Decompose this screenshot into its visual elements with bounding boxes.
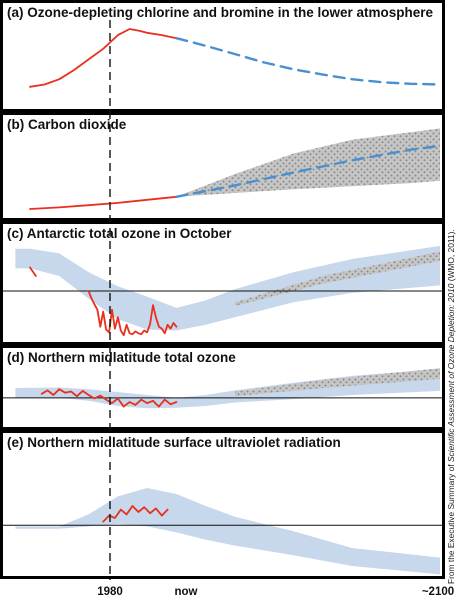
panel-a-series-0-observed: [29, 28, 178, 88]
panel-c-title: (c) Antarctic total ozone in October: [7, 226, 232, 241]
panel-d-series-0-observed: [40, 388, 178, 408]
panel-c-frame: [0, 221, 445, 345]
panel-c-model-range: [15, 245, 441, 331]
panel-e-plot: [3, 488, 442, 575]
panel-b-frame: [0, 112, 445, 221]
panel-b-series-1-projected: [175, 144, 442, 199]
panel-e-series-0-observed: [102, 505, 169, 523]
x-tick-now: now: [175, 586, 198, 598]
panel-c-plot: [3, 245, 442, 337]
panel-d-frame: [0, 345, 445, 430]
panel-c-stippled-range: [235, 251, 440, 306]
panel-a-plot: [29, 28, 442, 88]
panel-a-frame: [0, 0, 445, 112]
panel-b-title: (b) Carbon dioxide: [7, 117, 127, 132]
panel-d-stippled-range: [235, 368, 440, 397]
panel-d-title: (d) Northern midlatitude total ozone: [7, 350, 236, 365]
panel-a-series-1-projected: [175, 37, 442, 86]
panel-b-projection-range: [176, 128, 440, 197]
panel-b-series-0-observed: [29, 195, 178, 210]
source-credit: From the Executive Summary of Scientific…: [446, 229, 456, 584]
panel-c-series-1-observed: [87, 290, 178, 337]
panel-c-series-0-observed: [29, 266, 37, 277]
panel-a-title: (a) Ozone-depleting chlorine and bromine…: [7, 5, 434, 20]
panel-d-model-range: [15, 368, 441, 409]
panel-b-plot: [29, 128, 442, 210]
x-tick-2100: ~2100: [422, 586, 454, 598]
panel-d-plot: [3, 368, 442, 409]
panel-e-model-range: [15, 488, 441, 575]
x-tick-1980: 1980: [97, 586, 123, 598]
panel-e-title: (e) Northern midlatitude surface ultravi…: [7, 435, 341, 450]
panel-e-frame: [0, 430, 445, 579]
